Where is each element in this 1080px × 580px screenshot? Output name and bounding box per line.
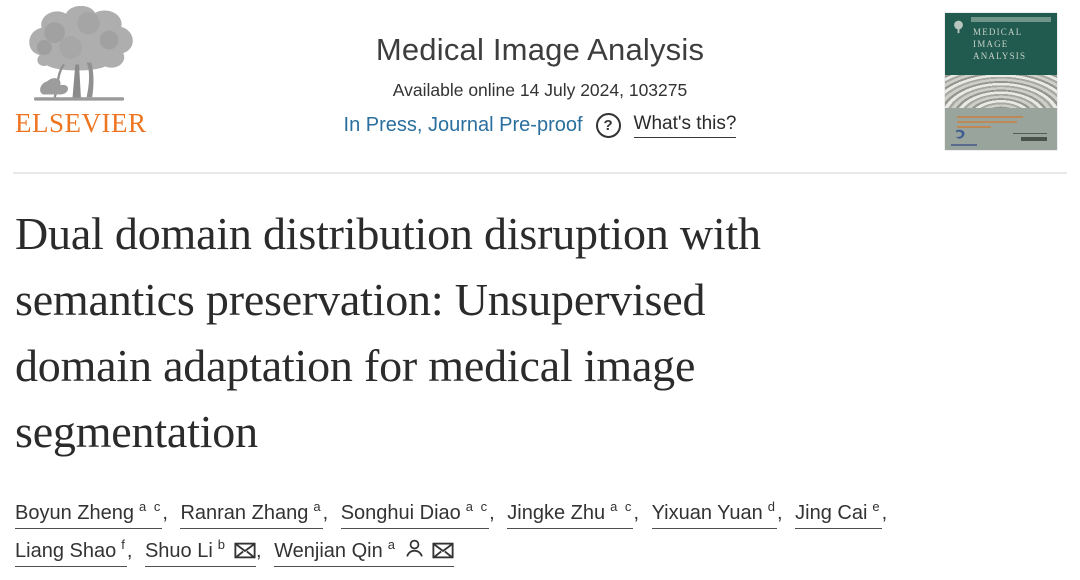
author-liang-shao: Liang Shao f, (15, 538, 139, 567)
author-yixuan-yuan: Yixuan Yuan d, (651, 500, 790, 529)
affiliation-sup: e (872, 499, 882, 515)
author-jingke-zhu: Jingke Zhu a c, (507, 500, 646, 529)
author-link[interactable]: Ranran Zhang a (180, 499, 323, 529)
author-link[interactable]: Songhui Diao a c (340, 499, 490, 529)
envelope-icon[interactable] (432, 542, 454, 559)
question-circle-icon[interactable]: ? (595, 113, 621, 138)
article-title-line: domain adaptation for medical image (15, 340, 696, 391)
person-icon[interactable] (404, 538, 425, 559)
cover-bottom (945, 108, 1057, 150)
affiliation-sup: f (121, 537, 127, 553)
cover-tree-icon (954, 20, 963, 34)
elsevier-wordmark: ELSEVIER (15, 108, 147, 138)
author-wenjian-qin: Wenjian Qin a (274, 538, 454, 567)
cover-elsevier-mark (956, 129, 965, 139)
author-songhui-diao: Songhui Diao a c, (340, 500, 502, 529)
availability-text: Available online 14 July 2024, 103275 (392, 80, 688, 100)
cover-elsevier-wordmark (951, 144, 977, 146)
author-list: Boyun Zheng a c, Ranran Zhang a, Songhui D… (15, 494, 1070, 570)
article-title-line: Dual domain distribution disruption with (15, 208, 761, 259)
in-press-link[interactable]: In Press, Journal Pre-proof (343, 114, 583, 136)
affiliation-sup: d (767, 499, 778, 515)
cover-banner-strip (971, 17, 1051, 22)
author-jing-cai: Jing Cai e, (795, 500, 894, 529)
affiliation-sup: a c (610, 499, 634, 515)
cover-sciencedirect-badge (1021, 137, 1047, 141)
author-link[interactable]: Liang Shao f (15, 537, 127, 567)
affiliation-sup: b (217, 537, 228, 553)
cover-sciencedirect-rule (1013, 132, 1047, 134)
article-title-line: segmentation (15, 406, 258, 457)
status-row: In Press, Journal Pre-proof ? What's thi… (230, 113, 850, 138)
journal-title: Medical Image Analysis (375, 32, 705, 67)
author-link[interactable]: Boyun Zheng a c (15, 499, 163, 529)
author-link[interactable]: Wenjian Qin a (274, 538, 454, 567)
author-ranran-zhang: Ranran Zhang a, (180, 500, 335, 529)
cover-brain-image (945, 75, 1057, 108)
affiliation-sup: a (387, 537, 397, 553)
header-divider (13, 172, 1067, 174)
article-title: Dual domain distribution disruption with… (15, 201, 1035, 465)
journal-cover-thumbnail[interactable]: MEDICAL IMAGE ANALYSIS (945, 13, 1057, 150)
affiliation-sup: a c (465, 499, 490, 515)
journal-header: Medical Image Analysis Available online … (230, 32, 850, 138)
cover-journal-title: MEDICAL IMAGE ANALYSIS (973, 27, 1027, 61)
author-shuo-li: Shuo Li b, (144, 538, 269, 567)
author-link[interactable]: Yixuan Yuan d (651, 499, 778, 529)
author-boyun-zheng: Boyun Zheng a c, (15, 500, 175, 529)
author-link[interactable]: Jingke Zhu a c (507, 499, 634, 529)
affiliation-sup: a (313, 499, 323, 515)
cover-issue-text (957, 116, 1023, 131)
journal-banner: ELSEVIER Medical Image Analysis Availabl… (0, 0, 1080, 172)
elsevier-tree-logo (29, 6, 133, 101)
cover-top: MEDICAL IMAGE ANALYSIS (945, 13, 1057, 75)
envelope-icon[interactable] (234, 542, 256, 559)
affiliation-sup: a c (138, 499, 163, 515)
elsevier-logo: ELSEVIER (15, 6, 147, 139)
whats-this-link[interactable]: What's this? (633, 113, 737, 138)
article-title-line: semantics preservation: Unsupervised (15, 274, 706, 325)
author-link[interactable]: Shuo Li b (144, 537, 257, 567)
author-link[interactable]: Jing Cai e (795, 499, 882, 529)
